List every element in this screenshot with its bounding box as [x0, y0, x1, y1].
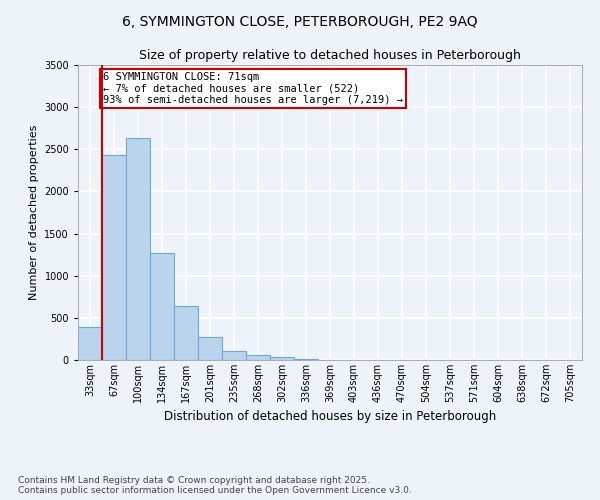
X-axis label: Distribution of detached houses by size in Peterborough: Distribution of detached houses by size … — [164, 410, 496, 424]
Title: Size of property relative to detached houses in Peterborough: Size of property relative to detached ho… — [139, 50, 521, 62]
Bar — [222, 350, 246, 360]
Bar — [174, 306, 198, 360]
Text: Contains HM Land Registry data © Crown copyright and database right 2025.
Contai: Contains HM Land Registry data © Crown c… — [18, 476, 412, 495]
Text: 6 SYMMINGTON CLOSE: 71sqm
← 7% of detached houses are smaller (522)
93% of semi-: 6 SYMMINGTON CLOSE: 71sqm ← 7% of detach… — [103, 72, 403, 105]
Bar — [198, 337, 222, 360]
Text: 6, SYMMINGTON CLOSE, PETERBOROUGH, PE2 9AQ: 6, SYMMINGTON CLOSE, PETERBOROUGH, PE2 9… — [122, 15, 478, 29]
Bar — [246, 355, 270, 360]
Bar — [78, 327, 102, 360]
Bar — [294, 358, 318, 360]
Bar — [102, 155, 126, 360]
Bar — [150, 253, 174, 360]
Y-axis label: Number of detached properties: Number of detached properties — [29, 125, 38, 300]
Bar — [270, 358, 294, 360]
Bar — [126, 138, 150, 360]
